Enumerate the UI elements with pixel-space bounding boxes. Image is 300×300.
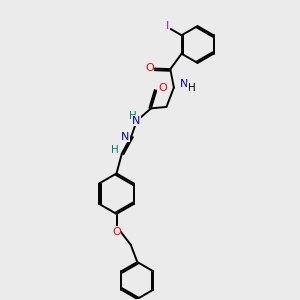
Text: O: O [112, 227, 121, 237]
Text: I: I [166, 21, 169, 31]
Text: H: H [188, 82, 196, 93]
Text: H: H [110, 145, 118, 155]
Text: H: H [129, 111, 137, 121]
Text: O: O [145, 63, 154, 73]
Text: N: N [121, 132, 129, 142]
Text: O: O [158, 83, 167, 93]
Text: N: N [180, 79, 188, 89]
Text: N: N [132, 116, 140, 126]
